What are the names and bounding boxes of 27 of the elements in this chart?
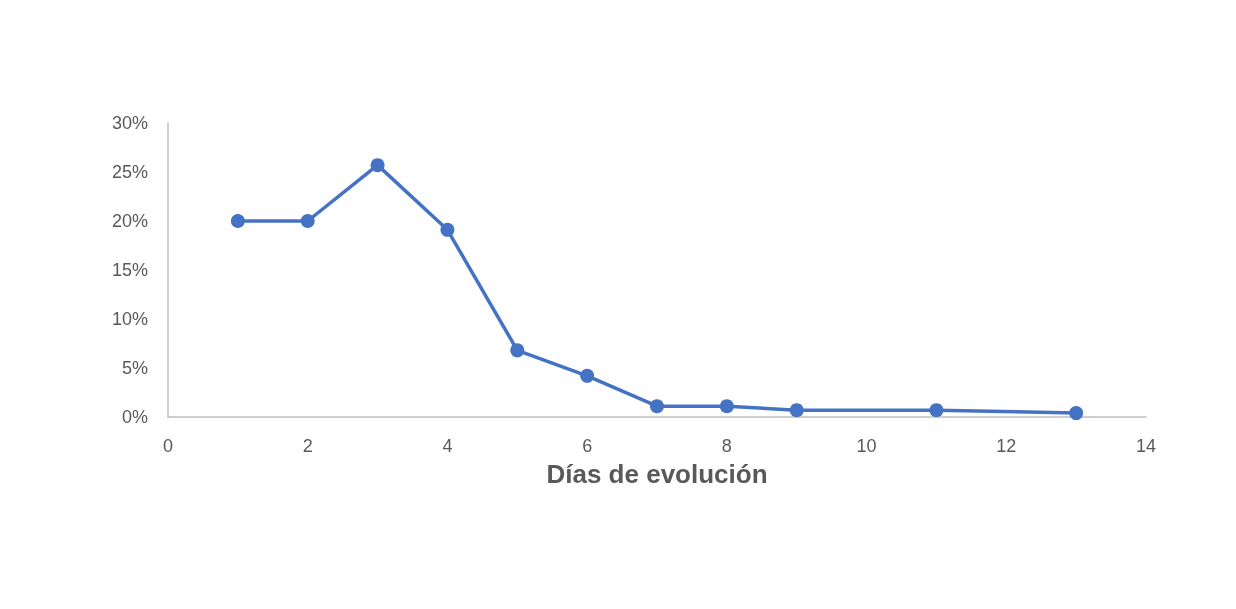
point: [789, 403, 804, 418]
x-axis-title: Días de evolución: [546, 459, 768, 489]
x-tick-label: 12: [996, 436, 1017, 456]
x-tick-label: 0: [162, 436, 174, 456]
y-tick-label: 15%: [111, 260, 148, 280]
point: [719, 399, 734, 414]
x-tick-label: 2: [302, 436, 313, 456]
point: [300, 214, 315, 228]
point: [650, 399, 664, 414]
point: [1069, 406, 1084, 421]
x-tick-label: 8: [721, 436, 732, 456]
point: [370, 158, 385, 173]
point: [230, 214, 245, 228]
x-tick-label: 14: [1135, 436, 1157, 456]
y-tick-label: 5%: [121, 358, 148, 378]
y-tick-label: 25%: [111, 162, 148, 182]
y-tick-label: 10%: [111, 309, 148, 329]
y-tick-label: 30%: [111, 113, 148, 133]
y-tick-label: 20%: [111, 211, 148, 231]
point: [580, 368, 595, 383]
x-tick-label: 4: [442, 436, 453, 456]
point: [440, 222, 455, 237]
point: [929, 403, 944, 418]
point: [510, 343, 525, 358]
y-tick-label: 0%: [121, 407, 148, 427]
x-tick-label: 10: [856, 436, 877, 456]
x-tick-label: 6: [582, 436, 593, 456]
